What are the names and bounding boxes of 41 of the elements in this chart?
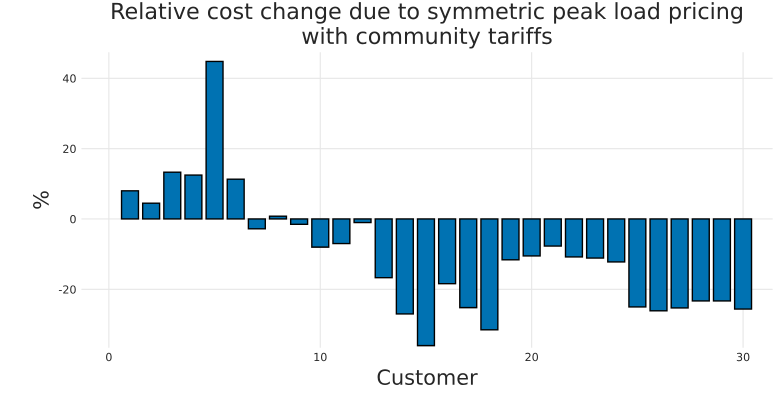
y-tick-label: 40 xyxy=(62,74,76,83)
bar xyxy=(628,218,647,308)
bar xyxy=(712,218,732,302)
x-tick-label: 30 xyxy=(736,352,750,362)
bar xyxy=(459,218,478,308)
bar xyxy=(226,178,245,220)
y-tick-label: 0 xyxy=(70,214,76,224)
bar xyxy=(268,215,288,220)
bar xyxy=(438,218,456,284)
bar xyxy=(649,218,668,312)
y-tick-label: -20 xyxy=(58,285,76,294)
bar xyxy=(120,190,140,220)
bar xyxy=(522,218,541,257)
bar xyxy=(501,218,520,260)
bar xyxy=(607,218,626,263)
bar xyxy=(205,60,224,220)
bar xyxy=(163,172,182,220)
bar xyxy=(734,218,752,310)
bar xyxy=(564,218,584,258)
bar xyxy=(416,218,436,346)
bar xyxy=(544,218,562,247)
bar xyxy=(184,174,203,220)
bar xyxy=(332,218,351,244)
bar xyxy=(692,218,710,302)
x-tick-label: 10 xyxy=(314,352,327,362)
bar xyxy=(670,218,689,309)
x-tick-label: 0 xyxy=(106,352,112,362)
x-axis-title: Customer xyxy=(378,369,478,386)
y-axis-title: % xyxy=(33,191,49,209)
y-tick-label: 20 xyxy=(63,144,76,154)
bar xyxy=(353,218,372,224)
bar xyxy=(374,218,393,278)
chart-title: Relative cost change due to symmetric peak load pricing with community tariffs xyxy=(112,2,742,49)
bar xyxy=(248,218,266,230)
bar xyxy=(290,218,308,225)
x-tick-label: 20 xyxy=(525,352,538,362)
bar xyxy=(311,218,330,248)
bar xyxy=(586,218,604,259)
bar xyxy=(396,218,414,315)
bar xyxy=(142,202,160,220)
bar xyxy=(480,218,499,330)
